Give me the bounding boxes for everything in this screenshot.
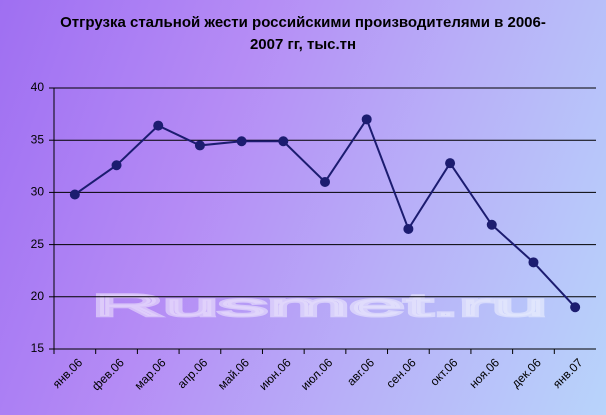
x-tick-label: янв.06	[50, 355, 86, 391]
marker	[486, 219, 497, 230]
x-tick-label: июн.06	[256, 355, 294, 393]
x-tick-label: дек.06	[509, 355, 544, 390]
x-tick-label: апр.06	[175, 355, 211, 391]
x-tick-label: авг.06	[344, 355, 377, 388]
marker	[570, 302, 581, 313]
y-tick-label: 40	[31, 80, 45, 94]
y-tick-label: 30	[31, 185, 45, 199]
watermark: Rusmet.ru	[92, 290, 547, 324]
marker	[69, 189, 80, 200]
y-tick-label: 20	[31, 289, 45, 303]
x-tick-label: май.06	[215, 355, 252, 392]
x-tick-label: сен.06	[383, 355, 419, 391]
y-tick-label: 35	[31, 132, 45, 146]
marker	[111, 160, 122, 171]
marker	[320, 176, 330, 187]
y-tick-label: 15	[31, 341, 45, 355]
marker	[153, 120, 164, 131]
marker	[528, 257, 539, 268]
y-tick-label: 25	[31, 237, 45, 251]
x-tick-label: окт.06	[427, 355, 460, 388]
marker	[403, 223, 414, 234]
marker	[194, 140, 205, 151]
marker	[236, 136, 247, 147]
x-tick-label: янв.07	[550, 355, 586, 391]
x-tick-label: фев.06	[89, 355, 127, 393]
x-tick-label: ноя.06	[466, 355, 502, 391]
x-tick-label: мар.06	[132, 355, 169, 392]
marker	[278, 136, 289, 147]
marker	[445, 158, 456, 169]
marker	[361, 114, 372, 125]
chart-title: Отгрузка стальной жести российскими прои…	[60, 14, 546, 53]
x-tick-label: июл.06	[298, 355, 336, 393]
line	[74, 117, 576, 308]
